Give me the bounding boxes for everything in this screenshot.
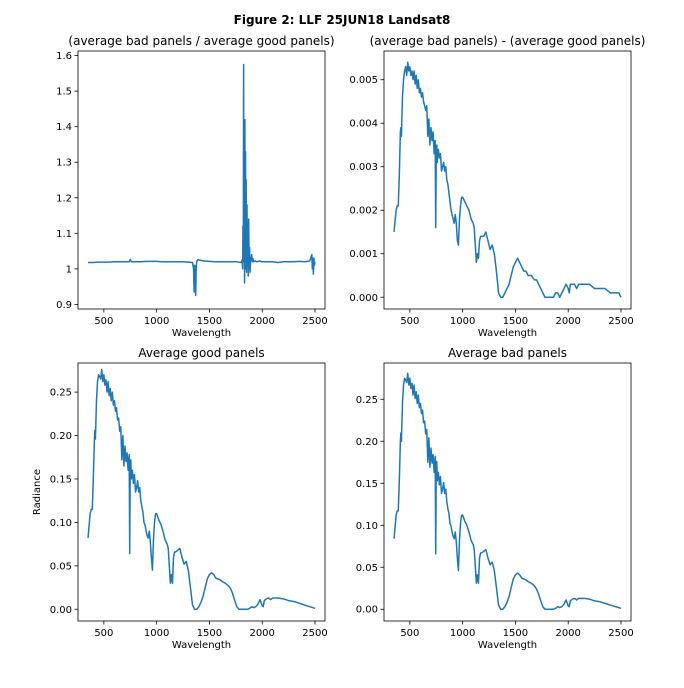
y-tick-label: 0.00 xyxy=(50,605,72,616)
plot-frame xyxy=(77,50,326,310)
data-line xyxy=(87,368,316,611)
subplot-title: Average bad panels xyxy=(448,346,567,360)
x-tick-label: 2000 xyxy=(249,316,274,327)
x-tick-label: 500 xyxy=(400,628,419,639)
x-axis-label: Wavelength xyxy=(172,328,231,339)
y-tick-label: 1.1 xyxy=(56,229,72,240)
y-tick-label: 0.004 xyxy=(349,119,378,130)
y-tick-label: 0.25 xyxy=(50,388,72,399)
x-tick-label: 1000 xyxy=(144,628,169,639)
x-tick-label: 2000 xyxy=(555,628,580,639)
subplot-title: (average bad panels / average good panel… xyxy=(68,34,334,48)
y-tick-label: 0.05 xyxy=(50,561,72,572)
x-tick-label: 500 xyxy=(94,628,113,639)
y-tick-label: 1.4 xyxy=(56,122,72,133)
data-line xyxy=(393,61,622,298)
x-tick-label: 500 xyxy=(94,316,113,327)
figure-suptitle: Figure 2: LLF 25JUN18 Landsat8 xyxy=(234,13,451,27)
x-tick-label: 2500 xyxy=(608,316,633,327)
y-tick-label: 0.15 xyxy=(50,474,72,485)
subplot-3: Average good panels 500 1000 1500 2000 2500 0.… xyxy=(32,346,328,651)
y-tick-label: 1 xyxy=(66,264,72,275)
subplot-1: (average bad panels / average good panel… xyxy=(56,34,334,339)
y-tick-label: 0.05 xyxy=(356,563,378,574)
x-tick-label: 2500 xyxy=(302,316,327,327)
x-tick-label: 1500 xyxy=(503,628,528,639)
y-tick-label: 0.20 xyxy=(50,431,72,442)
subplot-title: Average good panels xyxy=(138,346,264,360)
plot-frame xyxy=(77,362,326,622)
subplot-4: Average bad panels 500 1000 1500 2000 2500 0.0… xyxy=(356,346,634,651)
y-tick-label: 0.003 xyxy=(349,162,378,173)
y-tick-label: 0.00 xyxy=(356,605,378,616)
y-tick-label: 1.5 xyxy=(56,87,72,98)
x-axis-label: Wavelength xyxy=(172,640,231,651)
x-axis-label: Wavelength xyxy=(478,640,537,651)
y-tick-label: 1.6 xyxy=(56,51,72,62)
x-tick-label: 2000 xyxy=(555,316,580,327)
x-tick-label: 500 xyxy=(400,316,419,327)
y-tick-label: 0.005 xyxy=(349,75,378,86)
y-tick-label: 1.3 xyxy=(56,158,72,169)
y-tick-label: 0.10 xyxy=(50,518,72,529)
plot-frame xyxy=(383,50,632,310)
y-tick-label: 0.001 xyxy=(349,249,378,260)
y-tick-label: 0.10 xyxy=(356,521,378,532)
y-tick-label: 0.25 xyxy=(356,395,378,406)
x-tick-label: 1000 xyxy=(450,628,475,639)
y-tick-label: 0.20 xyxy=(356,437,378,448)
x-axis-label: Wavelength xyxy=(478,328,537,339)
y-tick-label: 0.15 xyxy=(356,479,378,490)
y-axis-label: Radiance xyxy=(32,469,43,515)
y-tick-label: 0.002 xyxy=(349,206,378,217)
plot-frame xyxy=(383,362,632,622)
y-tick-label: 0.000 xyxy=(349,293,378,304)
x-tick-label: 1500 xyxy=(197,628,222,639)
subplot-title: (average bad panels) - (average good pan… xyxy=(370,34,646,48)
subplot-2: (average bad panels) - (average good pan… xyxy=(349,34,645,339)
x-tick-label: 2500 xyxy=(302,628,327,639)
data-line xyxy=(393,372,622,610)
x-tick-label: 1000 xyxy=(144,316,169,327)
y-tick-label: 0.9 xyxy=(56,300,72,311)
x-tick-label: 2500 xyxy=(608,628,633,639)
x-tick-label: 2000 xyxy=(249,628,274,639)
x-tick-label: 1500 xyxy=(197,316,222,327)
x-tick-label: 1500 xyxy=(503,316,528,327)
x-tick-label: 1000 xyxy=(450,316,475,327)
y-tick-label: 1.2 xyxy=(56,193,72,204)
data-line xyxy=(88,63,316,297)
